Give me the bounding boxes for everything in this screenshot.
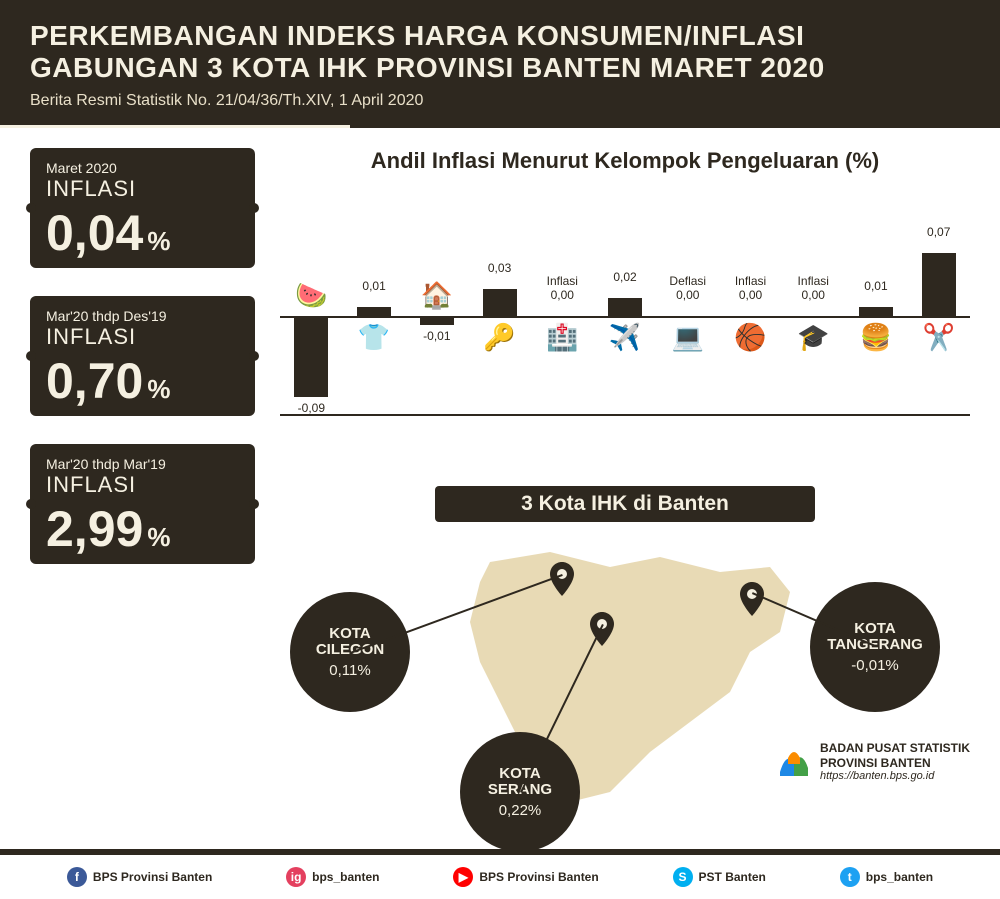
social-label: BPS Provinsi Banten [479, 870, 598, 884]
bar-rect [420, 316, 454, 325]
social-icon: ig [286, 867, 306, 887]
bar-0: -0,09 🍉 [280, 186, 343, 414]
bar-rect [922, 253, 956, 316]
bar-value-label: 0,01 [864, 279, 887, 293]
bar-7: Inflasi0,00 🏀 [719, 186, 782, 414]
agency-sub: PROVINSI BANTEN [820, 756, 970, 770]
title-line-1: PERKEMBANGAN INDEKS HARGA KONSUMEN/INFLA… [30, 20, 804, 51]
stat-label-2: INFLASI [46, 176, 239, 202]
map-pin-icon [740, 582, 764, 616]
bar-3: 0,03 🔑 [468, 186, 531, 414]
subtitle: Berita Resmi Statistik No. 21/04/36/Th.X… [30, 92, 970, 110]
category-icon: 🍔 [860, 322, 892, 353]
social-4[interactable]: t bps_banten [840, 867, 933, 887]
category-icon: 🏠 [421, 280, 453, 311]
city-value: 0,22% [499, 802, 542, 819]
category-icon: 🎓 [797, 322, 829, 353]
bar-value-label: 0,07 [927, 225, 950, 239]
page-title: PERKEMBANGAN INDEKS HARGA KONSUMEN/INFLA… [30, 20, 970, 84]
stat-label-1: Mar'20 thdp Mar'19 [46, 456, 239, 472]
category-icon: 👕 [358, 322, 390, 353]
social-icon: f [67, 867, 87, 887]
stat-value: 0,04% [46, 208, 239, 258]
social-label: bps_banten [866, 870, 933, 884]
social-icon: S [673, 867, 693, 887]
social-icon: t [840, 867, 860, 887]
bar-value-label: Deflasi0,00 [669, 274, 706, 302]
stat-label-1: Maret 2020 [46, 160, 239, 176]
stat-label-2: INFLASI [46, 472, 239, 498]
title-line-2: GABUNGAN 3 KOTA IHK PROVINSI BANTEN MARE… [30, 52, 825, 83]
stat-value: 0,70% [46, 356, 239, 406]
bar-value-label: Inflasi0,00 [547, 274, 578, 302]
category-icon: ✈️ [609, 322, 641, 353]
city-name: KOTASERANG [488, 766, 552, 799]
stat-box-1: Mar'20 thdp Des'19 INFLASI 0,70% [30, 296, 255, 416]
category-icon: 💻 [672, 322, 704, 353]
bar-rect [483, 289, 517, 316]
category-icon: ✂️ [923, 322, 955, 353]
bar-1: 0,01 👕 [343, 186, 406, 414]
bar-4: Inflasi0,00 🏥 [531, 186, 594, 414]
bar-value-label: 0,01 [362, 279, 385, 293]
bar-value-label: 0,02 [613, 270, 636, 284]
bar-6: Deflasi0,00 💻 [656, 186, 719, 414]
social-1[interactable]: ig bps_banten [286, 867, 379, 887]
bar-value-label: -0,09 [298, 401, 325, 415]
bar-value-label: Inflasi0,00 [798, 274, 829, 302]
social-label: bps_banten [312, 870, 379, 884]
bar-value-label: Inflasi0,00 [735, 274, 766, 302]
stat-value: 2,99% [46, 504, 239, 554]
chart-bars: -0,09 🍉 0,01 👕 -0,01 🏠 0,03 🔑 Inflasi0,0… [280, 186, 970, 414]
stat-box-2: Mar'20 thdp Mar'19 INFLASI 2,99% [30, 444, 255, 564]
map-pin-icon [550, 562, 574, 596]
city-value: -0,01% [851, 657, 899, 674]
city-bubble-2: KOTATANGERANG -0,01% [810, 582, 940, 712]
social-label: PST Banten [699, 870, 766, 884]
category-icon: 🔑 [483, 322, 515, 353]
bar-8: Inflasi0,00 🎓 [782, 186, 845, 414]
stat-box-0: Maret 2020 INFLASI 0,04% [30, 148, 255, 268]
social-0[interactable]: f BPS Provinsi Banten [67, 867, 212, 887]
social-icon: ▶ [453, 867, 473, 887]
bar-rect [608, 298, 642, 316]
stats-column: Maret 2020 INFLASI 0,04% Mar'20 thdp Des'… [30, 148, 255, 592]
bar-rect [294, 316, 328, 397]
bar-rect [357, 307, 391, 316]
social-2[interactable]: ▶ BPS Provinsi Banten [453, 867, 598, 887]
bar-5: 0,02 ✈️ [594, 186, 657, 414]
agency-name: BADAN PUSAT STATISTIK [820, 741, 970, 755]
bar-value-label: -0,01 [423, 329, 450, 343]
social-label: BPS Provinsi Banten [93, 870, 212, 884]
city-value: 0,11% [329, 662, 370, 679]
bar-chart: -0,09 🍉 0,01 👕 -0,01 🏠 0,03 🔑 Inflasi0,0… [280, 186, 970, 416]
category-icon: 🏀 [734, 322, 766, 353]
bar-9: 0,01 🍔 [845, 186, 908, 414]
bar-2: -0,01 🏠 [405, 186, 468, 414]
bar-10: 0,07 ✂️ [907, 186, 970, 414]
header: PERKEMBANGAN INDEKS HARGA KONSUMEN/INFLA… [0, 0, 1000, 125]
bps-logo-icon [776, 744, 812, 780]
city-name: KOTATANGERANG [827, 621, 923, 654]
stat-label-1: Mar'20 thdp Des'19 [46, 308, 239, 324]
bar-rect [859, 307, 893, 316]
map-area: KOTACILEGON 0,11%KOTASERANG 0,22%KOTATAN… [280, 532, 970, 842]
bar-value-label: 0,03 [488, 261, 511, 275]
chart-title: Andil Inflasi Menurut Kelompok Pengeluar… [280, 148, 970, 174]
agency-url: https://banten.bps.go.id [820, 770, 970, 783]
social-3[interactable]: S PST Banten [673, 867, 766, 887]
agency-block: BADAN PUSAT STATISTIK PROVINSI BANTEN ht… [776, 741, 970, 783]
category-icon: 🍉 [295, 280, 327, 311]
category-icon: 🏥 [546, 322, 578, 353]
stat-label-2: INFLASI [46, 324, 239, 350]
footer: f BPS Provinsi Banten ig bps_banten ▶ BPS … [0, 849, 1000, 899]
map-title: 3 Kota IHK di Banten [435, 486, 815, 522]
